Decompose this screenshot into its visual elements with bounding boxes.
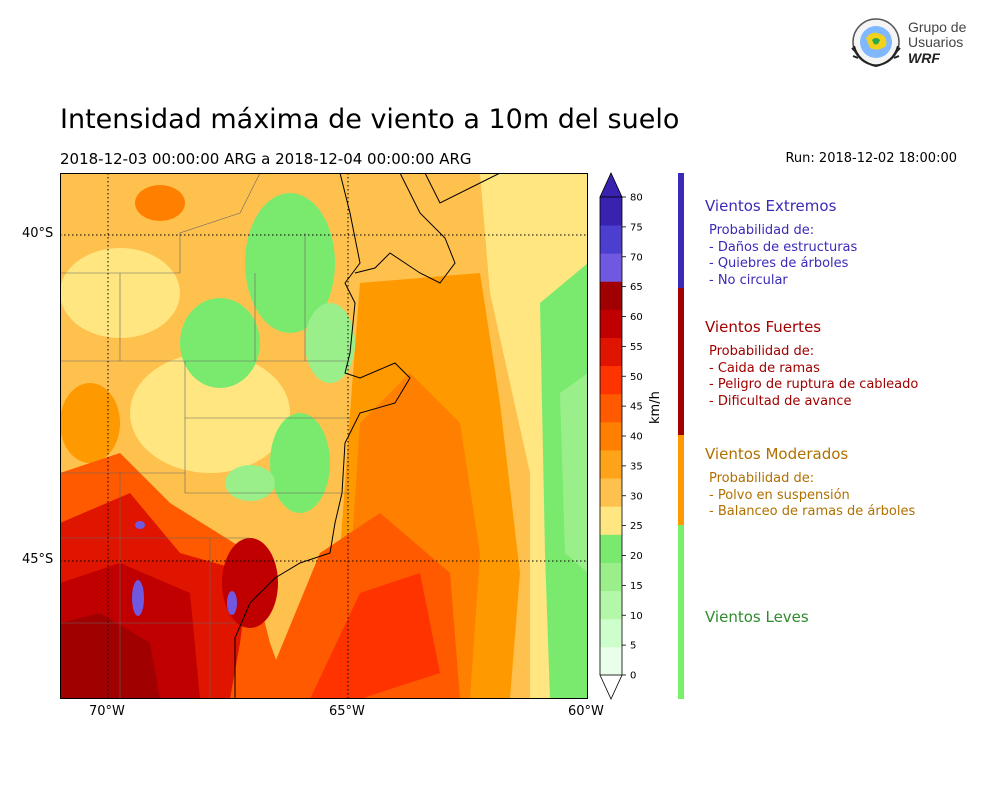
colorbar-segment [600,450,622,479]
model-run: Run: 2018-12-02 18:00:00 [785,151,957,166]
lon-label: 70°W [89,704,125,719]
colorbar-tick-label: 35 [630,461,643,472]
category-moderate: Vientos Moderados Probabilidad de: - Pol… [705,445,915,521]
land-orange-patch [135,185,185,221]
colorbar-tick-label: 80 [630,193,643,204]
coastline-rio-de-la-plata [354,173,456,284]
colorbar-tick-label: 25 [630,521,643,532]
colorbar-unit: km/h [648,391,663,424]
colorbar-segment [600,365,622,395]
extreme-wind-spot [132,580,144,616]
colorbar-tick-label: 5 [630,641,636,652]
forecast-period: 2018-12-03 00:00:00 ARG a 2018-12-04 00:… [60,150,472,168]
land-green-patch [270,413,330,513]
colorbar-tick-label: 20 [630,551,643,562]
wrf-globe-icon [851,18,901,68]
colorbar-tick-label: 15 [630,581,643,592]
detail-line: Probabilidad de: [709,344,815,359]
detail-line: Probabilidad de: [709,223,815,238]
category-title: Vientos Moderados [705,445,849,463]
land-green-patch [180,298,260,388]
detail-line: - Polvo en suspensión [709,487,850,503]
detail-line: - Caida de ramas [709,360,820,376]
category-bar-moderate [678,435,684,525]
colorbar-tick-label: 50 [630,372,643,383]
detail-line: - No circular [709,272,788,288]
land-orange-patch [60,383,120,463]
colorbar-tick-label: 55 [630,342,643,353]
colorbar-segment [600,337,622,367]
category-details: Probabilidad de: - Daños de estructuras … [709,223,857,289]
colorbar-segment [600,253,622,282]
logo-line-2: Usuarios [908,34,964,50]
province-boundaries [60,173,350,699]
colorbar-segment [600,506,622,535]
strong-wind-area [60,613,160,699]
detail-line: - Peligro de ruptura de cableado [709,377,919,392]
land-green-patch [225,465,275,501]
detail-line: - Balanceo de ramas de árboles [709,504,916,519]
chart-title: Intensidad máxima de viento a 10m del su… [60,104,680,135]
colorbar-tick-label: 40 [630,432,643,443]
colorbar-segment [600,534,622,563]
colorbar-segment [600,197,622,226]
band-50-55 [310,573,440,699]
lon-label: 60°W [568,704,604,719]
category-strong: Vientos Fuertes Probabilidad de: - Caida… [705,318,918,410]
colorbar-segment [600,646,622,676]
coastline-uruguay [424,173,501,204]
colorbar-segment [600,393,622,423]
colorbar: 0 5 10 15 20 25 30 35 40 45 50 55 60 65 70 75 80 [599,172,643,700]
logo-line-1: Grupo de [908,19,967,35]
land-green-patch [245,193,335,333]
colorbar-tick-label: 0 [630,671,636,682]
detail-line: Probabilidad de: [709,471,815,486]
colorbar-tick-label: 60 [630,312,643,323]
colorbar-under-arrow [599,674,623,700]
colorbar-segment [600,281,622,310]
colorbar-over-arrow [599,172,623,198]
extreme-wind-spot [135,521,145,529]
graticule [60,173,588,699]
band-15-20 [560,373,588,573]
detail-line: - Dificultad de avance [709,393,852,409]
colorbar-segment [600,421,622,451]
extreme-wind-spot [227,591,237,615]
category-extreme: Vientos Extremos Probabilidad de: - Daño… [705,197,857,289]
colorbar-segment [600,225,622,254]
detail-line: - Quiebres de árboles [709,256,849,271]
land-green-patch [305,303,355,383]
category-bar-strong [678,288,684,435]
lon-label: 65°W [329,704,365,719]
land-yellow-patch [130,353,290,473]
category-light: Vientos Leves [705,608,809,626]
logo-line-3: WRF [908,50,940,66]
category-bar [678,173,684,699]
colorbar-segment [600,618,622,648]
category-title: Vientos Extremos [705,197,837,215]
colorbar-tick-label: 70 [630,252,643,263]
lat-label: 45°S [22,552,54,567]
colorbar-tick-label: 75 [630,222,643,233]
map-frame [60,173,588,699]
category-bar-extreme [678,173,684,288]
colorbar-tick-label: 10 [630,611,643,622]
logo-grupo-usuarios-wrf: Grupo de Usuarios WRF [848,16,978,72]
colorbar-tick-label: 65 [630,282,643,293]
category-details: Probabilidad de: - Polvo en suspensión -… [709,471,915,521]
wind-map [60,173,588,699]
category-details: Probabilidad de: - Caida de ramas - Peli… [709,344,918,410]
lat-label: 40°S [22,226,54,241]
category-bar-light [678,525,684,699]
detail-line: - Daños de estructuras [709,239,858,255]
category-title: Vientos Leves [705,608,809,626]
colorbar-tick-label: 30 [630,491,643,502]
colorbar-segment [600,478,622,507]
colorbar-segment [600,309,622,338]
category-title: Vientos Fuertes [705,318,822,336]
colorbar-tick-label: 45 [630,402,643,413]
colorbar-segment [600,562,622,592]
colorbar-segment [600,590,622,620]
